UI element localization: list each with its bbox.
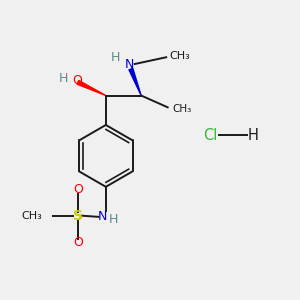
Polygon shape bbox=[77, 80, 106, 95]
Text: N: N bbox=[125, 58, 134, 71]
Text: H: H bbox=[109, 213, 118, 226]
Text: S: S bbox=[73, 209, 83, 223]
Text: H: H bbox=[59, 72, 68, 85]
Text: CH₃: CH₃ bbox=[172, 104, 191, 114]
Text: H: H bbox=[111, 51, 120, 64]
Polygon shape bbox=[129, 68, 141, 95]
Text: N: N bbox=[98, 210, 107, 223]
Text: Cl: Cl bbox=[203, 128, 218, 143]
Text: CH₃: CH₃ bbox=[169, 51, 190, 62]
Text: H: H bbox=[248, 128, 259, 143]
Text: O: O bbox=[72, 74, 82, 87]
Text: CH₃: CH₃ bbox=[22, 211, 43, 221]
Text: O: O bbox=[73, 183, 83, 196]
Text: O: O bbox=[73, 236, 83, 249]
